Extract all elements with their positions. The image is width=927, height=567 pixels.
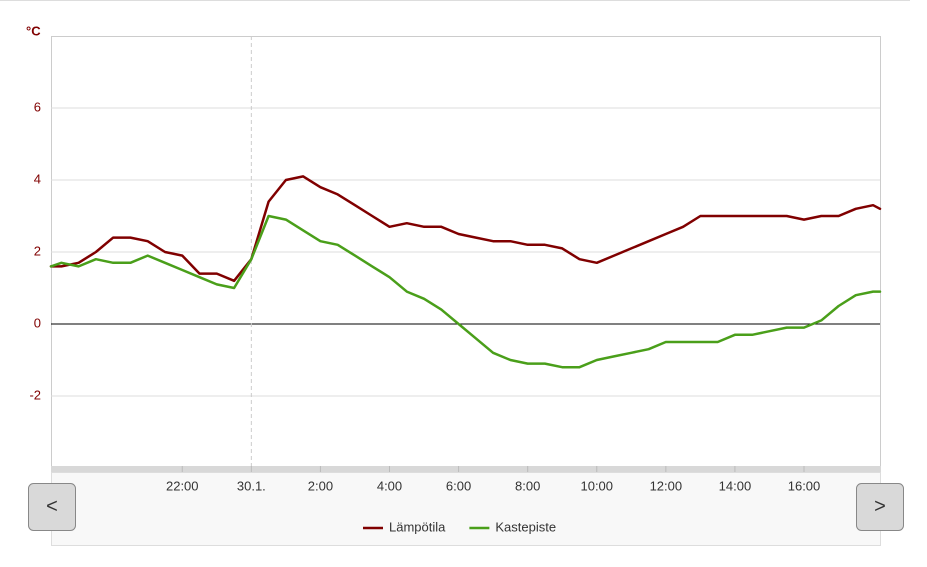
series-line <box>49 214 882 369</box>
scrollbar <box>51 466 881 472</box>
x-tick-label: 2:00 <box>308 478 333 493</box>
prev-button-label[interactable]: < <box>46 495 58 517</box>
y-tick-label: 6 <box>34 99 41 114</box>
x-tick-label: 14:00 <box>719 478 752 493</box>
y-axis-unit: °C <box>26 23 41 38</box>
y-tick-label: 4 <box>34 171 41 186</box>
prev-button[interactable] <box>28 483 76 531</box>
next-button[interactable] <box>856 483 904 531</box>
x-tick-label: 16:00 <box>788 478 821 493</box>
y-tick-label: 0 <box>34 315 41 330</box>
next-button-label[interactable]: > <box>874 495 886 517</box>
x-tick-label: 22:00 <box>166 478 199 493</box>
x-tick-label: 30.1. <box>237 478 266 493</box>
y-tick-label: -2 <box>29 387 41 402</box>
legend-label[interactable]: Lämpötila <box>389 519 446 534</box>
y-tick-label: 2 <box>34 243 41 258</box>
x-tick-label: 4:00 <box>377 478 402 493</box>
navigator <box>51 472 881 546</box>
x-tick-label: 8:00 <box>515 478 540 493</box>
series-line <box>49 175 882 283</box>
x-tick-label: 10:00 <box>580 478 613 493</box>
x-tick-label: 12:00 <box>650 478 683 493</box>
x-tick-label: 6:00 <box>446 478 471 493</box>
legend-label[interactable]: Kastepiste <box>495 519 556 534</box>
